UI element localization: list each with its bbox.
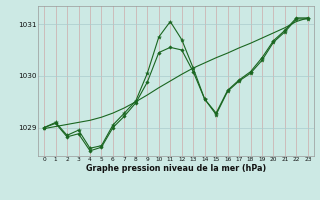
X-axis label: Graphe pression niveau de la mer (hPa): Graphe pression niveau de la mer (hPa) (86, 164, 266, 173)
